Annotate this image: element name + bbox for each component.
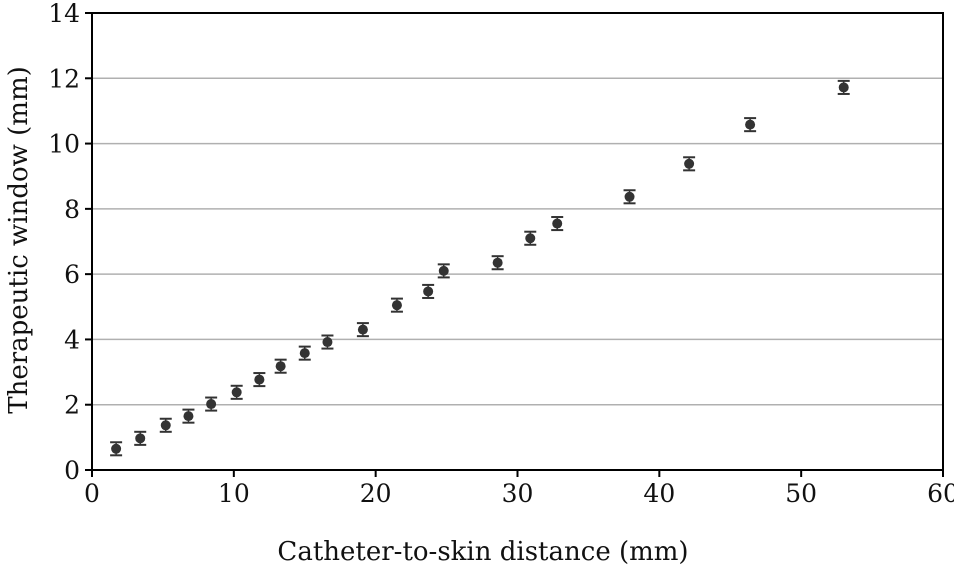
data-point bbox=[524, 230, 537, 246]
point-marker bbox=[624, 191, 635, 202]
point-marker bbox=[552, 218, 563, 229]
x-tick-label: 30 bbox=[502, 479, 534, 508]
point-marker bbox=[492, 257, 503, 268]
data-point bbox=[390, 297, 403, 313]
point-marker bbox=[231, 387, 242, 398]
point-marker bbox=[745, 119, 756, 130]
point-marker bbox=[423, 286, 434, 297]
data-point bbox=[356, 322, 369, 338]
data-point bbox=[683, 156, 696, 172]
data-point bbox=[551, 216, 564, 232]
data-point bbox=[623, 189, 636, 205]
point-marker bbox=[299, 348, 310, 359]
point-marker bbox=[322, 337, 333, 348]
x-tick-label: 60 bbox=[927, 479, 954, 508]
plot-frame bbox=[91, 12, 944, 471]
point-marker bbox=[206, 399, 217, 410]
point-marker bbox=[111, 443, 122, 454]
data-point bbox=[110, 441, 123, 457]
point-marker bbox=[160, 420, 171, 431]
point-marker bbox=[357, 324, 368, 335]
y-tick-label: 12 bbox=[48, 64, 80, 93]
data-point bbox=[274, 358, 287, 374]
point-marker bbox=[135, 433, 146, 444]
data-point bbox=[422, 283, 435, 299]
data-point bbox=[205, 396, 218, 412]
y-tick-label: 14 bbox=[48, 0, 80, 28]
point-marker bbox=[838, 82, 849, 93]
point-marker bbox=[525, 233, 536, 244]
x-tick-label: 0 bbox=[84, 479, 100, 508]
point-marker bbox=[254, 374, 265, 385]
x-tick-label: 40 bbox=[643, 479, 675, 508]
point-marker bbox=[438, 265, 449, 276]
y-tick-label: 0 bbox=[64, 456, 80, 485]
data-point bbox=[744, 117, 757, 133]
data-point bbox=[230, 384, 243, 400]
x-tick-label: 20 bbox=[360, 479, 392, 508]
point-marker bbox=[684, 158, 695, 169]
y-tick-label: 4 bbox=[64, 325, 80, 354]
y-tick-label: 2 bbox=[64, 391, 80, 420]
x-tick-label: 50 bbox=[785, 479, 817, 508]
point-marker bbox=[391, 300, 402, 311]
data-point bbox=[298, 345, 311, 361]
data-point bbox=[182, 408, 195, 424]
x-tick-label: 10 bbox=[218, 479, 250, 508]
data-point bbox=[321, 334, 334, 350]
data-point bbox=[134, 430, 147, 446]
point-marker bbox=[183, 411, 194, 422]
data-points bbox=[110, 79, 850, 457]
x-axis-label: Catheter-to-skin distance (mm) bbox=[277, 537, 688, 567]
data-point bbox=[491, 255, 504, 271]
gridlines bbox=[92, 77, 943, 406]
point-marker bbox=[275, 361, 286, 372]
y-tick-label: 10 bbox=[48, 130, 80, 159]
y-axis-label: Therapeutic window (mm) bbox=[4, 66, 34, 414]
y-tick-label: 8 bbox=[64, 195, 80, 224]
axis-ticks: 0 2 4 6 8 10 12 14 0 10 20 30 40 50 60 bbox=[48, 0, 954, 508]
data-point bbox=[253, 372, 266, 388]
y-tick-label: 6 bbox=[64, 260, 80, 289]
data-point bbox=[437, 263, 450, 279]
data-point bbox=[159, 417, 172, 433]
data-point bbox=[837, 79, 850, 95]
